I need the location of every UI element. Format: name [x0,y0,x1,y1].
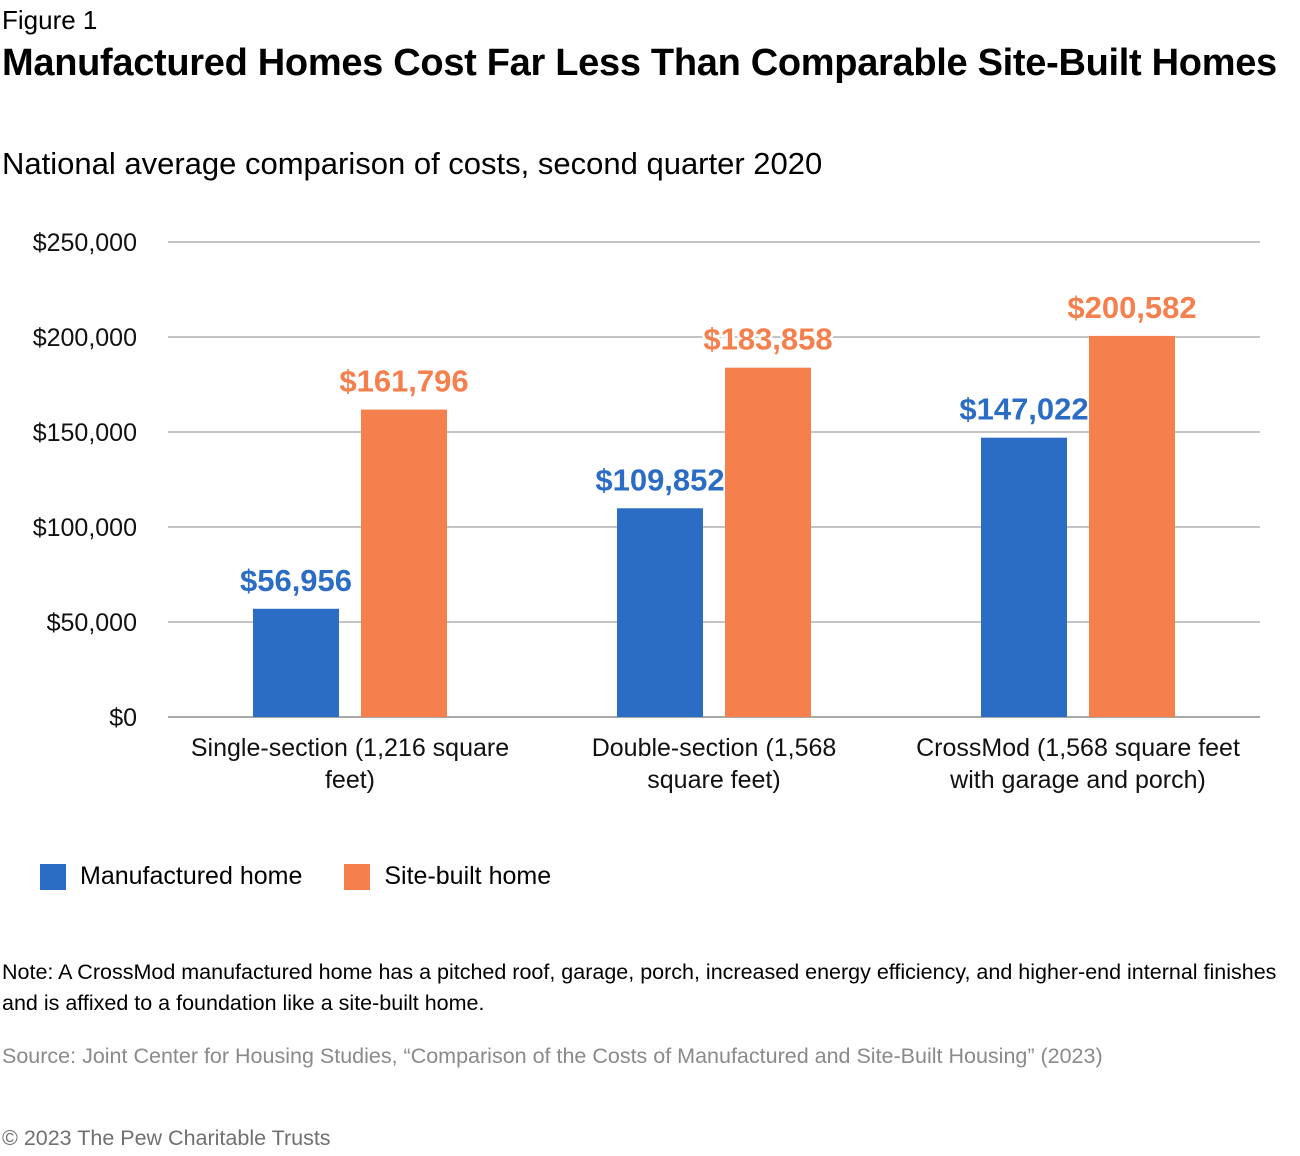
data-label: $56,956 [240,563,352,598]
chart-subtitle: National average comparison of costs, se… [2,146,823,181]
bar-manufactured [617,508,703,717]
bar-manufactured [981,437,1067,717]
chart-source: Source: Joint Center for Housing Studies… [2,1044,1103,1068]
figure-label: Figure 1 [2,5,98,35]
y-tick-label: $100,000 [33,514,137,542]
chart-note: Note: A CrossMod manufactured home has a… [2,960,1277,1015]
copyright: © 2023 The Pew Charitable Trusts [2,1126,331,1150]
y-tick-label: $250,000 [33,229,137,257]
x-tick-label: CrossMod (1,568 square feet with garage a… [916,734,1240,794]
data-label: $183,858 [703,322,832,357]
y-tick-label: $50,000 [47,609,137,637]
y-tick-label: $200,000 [33,324,137,352]
legend-item-manufactured: Manufactured home [40,862,302,891]
x-tick-label: Single-section (1,216 square feet) [191,734,509,794]
bar-chart: $0 $50,000 $100,000 $150,000 $200,000 $250,00… [33,229,1260,794]
y-tick-label: $0 [109,704,137,732]
chart-legend: Manufactured home Site-built home [40,862,593,891]
data-label: $200,582 [1067,290,1196,325]
legend-swatch-manufactured [40,863,66,890]
legend-label-manufactured: Manufactured home [80,862,303,890]
chart-title: Manufactured Homes Cost Far Less Than Co… [2,42,1277,84]
legend-item-site-built: Site-built home [344,862,551,891]
data-label: $147,022 [959,392,1088,427]
y-tick-label: $150,000 [33,419,137,447]
data-label: $161,796 [339,364,468,399]
legend-swatch-site-built [344,863,371,890]
x-tick-label: Double-section (1,568 square feet) [592,734,837,794]
bar-manufactured [253,608,339,717]
data-label: $109,852 [595,462,724,497]
bar-site-built [361,409,447,717]
legend-label-site-built: Site-built home [384,862,552,890]
bar-site-built [725,367,811,717]
bar-site-built [1089,335,1175,717]
